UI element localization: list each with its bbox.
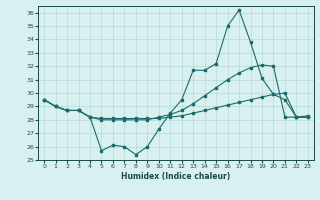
X-axis label: Humidex (Indice chaleur): Humidex (Indice chaleur) — [121, 172, 231, 181]
